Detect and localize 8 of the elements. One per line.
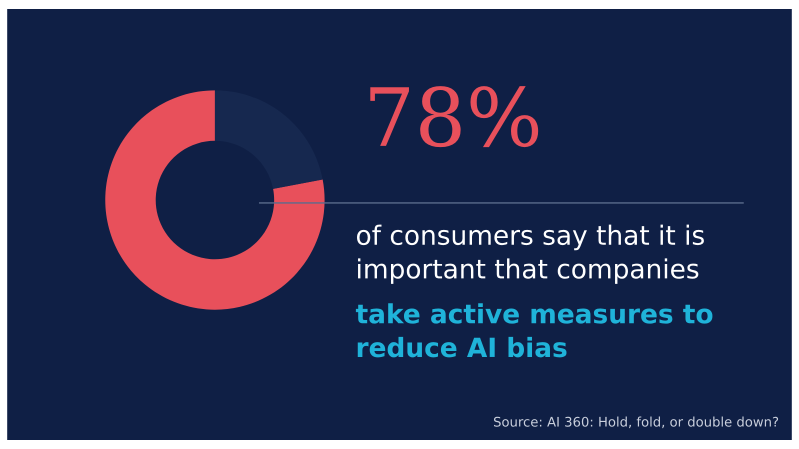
donut-slice (214, 90, 323, 189)
source-note: Source: AI 360: Hold, fold, or double down? (494, 416, 778, 428)
text: take active measures to (356, 303, 712, 324)
text: reduce AI bias (358, 336, 566, 358)
chart-title: 78% (370, 86, 538, 148)
donut-slice (105, 90, 325, 310)
text: important that companies (358, 258, 698, 284)
text: of consumers say that it is (357, 224, 704, 250)
